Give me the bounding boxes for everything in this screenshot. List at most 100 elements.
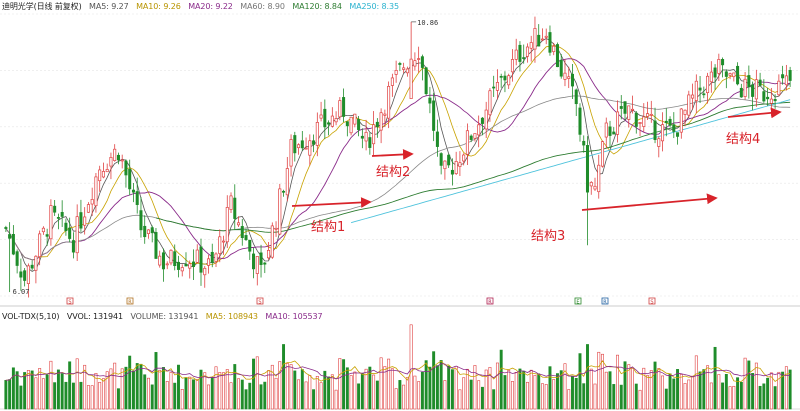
candlestick [128,168,132,190]
volume-bar [784,366,788,410]
volume-bar [616,354,619,410]
candlestick [717,59,721,74]
volume-bar [758,385,762,410]
candlestick [676,132,680,137]
candlestick [330,115,334,127]
volume-bar [300,369,304,410]
candlestick [98,169,102,182]
volume-bar [285,363,289,410]
event-marker [601,297,609,305]
event-marker-label: R [488,300,492,306]
volume-bar [428,366,432,410]
candlestick [274,227,278,230]
candlestick [342,97,346,117]
candlestick [26,265,30,284]
candlestick [589,182,593,187]
candlestick [45,234,49,237]
volume-bar [154,352,158,410]
volume-bar [597,351,601,410]
candlestick [267,249,271,259]
ma250-line [350,99,791,224]
volume-bar [691,375,695,410]
volume-bar [672,378,676,410]
volume-bar [454,366,458,410]
volume-bar [19,385,23,410]
volume-bar [495,362,499,410]
legend-ma250: MA250: 8.35 [349,2,399,11]
candlestick [552,45,556,53]
candlestick [300,140,304,149]
candlestick [510,59,514,73]
candlestick [368,137,372,148]
volume-bar [357,383,361,410]
volume-bar [450,369,454,410]
candlestick [578,107,582,135]
candlestick [195,249,199,263]
event-marker-label: S [68,300,71,306]
candlestick [71,240,75,253]
volume-bar [631,368,634,410]
candlestick [518,44,522,62]
candlestick [349,116,353,134]
candlestick [454,161,458,175]
candlestick [784,75,788,86]
candlestick [574,89,578,105]
vol-legend-vvol: VVOL: 131941 [66,312,123,321]
volume-bar [105,371,109,410]
volume-bar [15,371,19,410]
volume-bar [724,373,728,410]
volume-bar [252,358,255,410]
volume-bar [23,372,27,410]
candlestick [120,159,124,162]
volume-bar [360,373,364,410]
volume-bar [574,378,578,410]
volume-bar [53,382,57,410]
volume-bar [552,379,556,410]
candlestick [285,168,289,196]
candlestick [567,76,571,79]
volume-bar [743,357,747,410]
volume-bar [488,367,492,410]
candlestick [435,131,439,147]
volume-bar [717,374,721,410]
candlestick [240,226,244,239]
volume-bar [387,358,391,410]
candlestick [357,119,361,130]
volume-bar [537,373,541,410]
volume-bar [128,355,132,410]
volume-bar [375,380,379,410]
volume-bar [582,383,586,410]
candlestick [169,249,173,264]
legend-ma5: MA5: 9.27 [89,2,129,11]
candlestick [691,94,695,99]
volume-bar [522,370,526,410]
candlestick [338,100,342,118]
volume-bar [109,368,113,410]
candlestick [439,153,443,166]
volume-bar [319,382,323,410]
volume-bar [116,388,120,410]
candlestick [631,108,635,111]
volume-bar [447,365,451,410]
candlestick [732,72,736,78]
candlestick [627,105,631,120]
candlestick [345,121,349,127]
volume-bar [214,366,218,410]
volume-bar [8,379,12,410]
candlestick [465,130,469,155]
candlestick [4,227,8,229]
volume-bar [56,369,60,410]
candlestick [612,131,616,135]
volume-bar [762,383,766,410]
candlestick [409,58,413,99]
volume-bar [668,373,672,410]
volume-bar [218,372,222,410]
candlestick [570,73,574,87]
candlestick [394,70,398,75]
volume-bar [578,353,582,410]
candlestick [304,147,308,150]
candlestick [736,65,740,85]
volume-bar [567,389,571,410]
volume-bar [34,377,38,410]
candlestick [600,141,605,167]
